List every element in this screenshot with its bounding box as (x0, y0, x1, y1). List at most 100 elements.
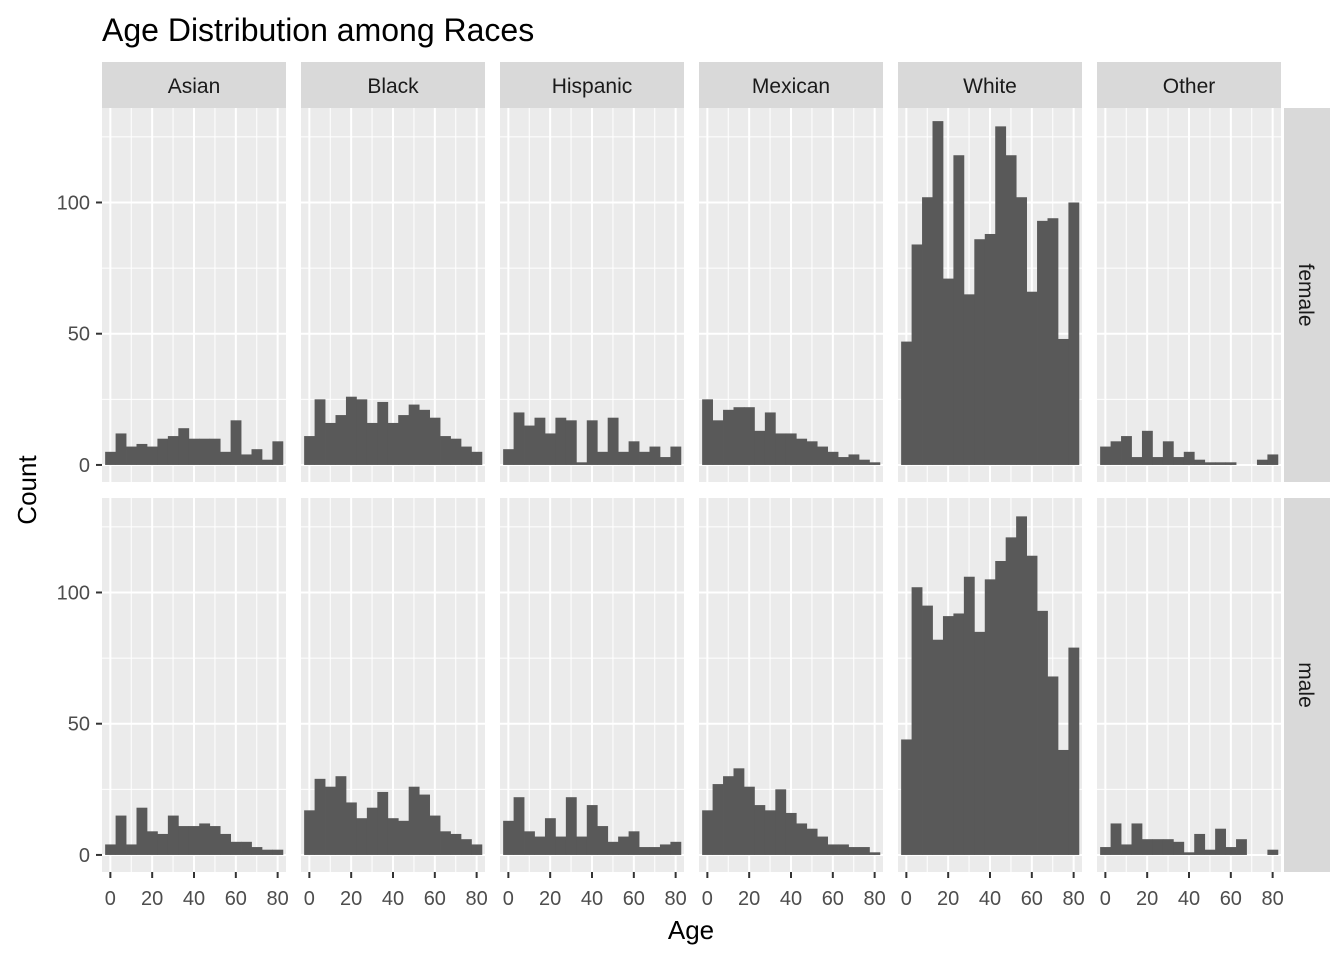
histogram-bar (702, 399, 713, 465)
histogram-bar (995, 126, 1007, 465)
x-tick-label: 0 (702, 888, 713, 910)
histogram-bar (659, 457, 671, 465)
histogram-bar (314, 399, 326, 465)
strip-bg-asian (102, 62, 286, 108)
histogram-bar (639, 451, 650, 465)
histogram-bar (460, 446, 472, 465)
histogram-bar (1194, 833, 1206, 855)
histogram-bar (146, 831, 158, 855)
histogram-bar (1047, 218, 1059, 465)
histogram-bar (1026, 555, 1038, 855)
histogram-bar (157, 438, 169, 465)
histogram-bar (188, 826, 200, 855)
histogram-bar (503, 820, 514, 855)
histogram-bar (1068, 647, 1080, 855)
histogram-bar (1037, 610, 1048, 855)
histogram-bar (126, 844, 137, 855)
x-tick-label: 40 (183, 888, 205, 910)
x-tick-label: 0 (105, 888, 116, 910)
histogram-bar (838, 457, 849, 465)
histogram-bar (544, 433, 556, 465)
histogram-bar (1183, 852, 1195, 855)
histogram-bar (932, 639, 944, 855)
histogram-bar (408, 404, 420, 465)
histogram-bar (649, 847, 661, 855)
x-tick-label: 0 (901, 888, 912, 910)
histogram-bar (712, 420, 724, 465)
histogram-bar (1121, 844, 1132, 855)
strip-label-female: female (1294, 263, 1317, 326)
histogram-bar (230, 841, 242, 855)
x-tick-label: 60 (623, 888, 645, 910)
x-tick-label: 60 (822, 888, 844, 910)
histogram-bar (304, 810, 315, 855)
histogram-bar (471, 844, 483, 855)
histogram-bar (335, 776, 347, 855)
histogram-bar (440, 436, 451, 465)
histogram-bar (220, 833, 231, 855)
histogram-bar (251, 449, 263, 465)
histogram-bar (723, 409, 734, 465)
x-tick-label: 80 (267, 888, 289, 910)
histogram-bar (1152, 457, 1164, 465)
histogram-bar (785, 812, 797, 855)
histogram-bar (1225, 462, 1237, 465)
histogram-bar (1068, 202, 1080, 465)
histogram-bar (419, 409, 430, 465)
histogram-bar (429, 417, 441, 465)
histogram-bar (115, 433, 127, 465)
histogram-bar (1173, 841, 1185, 855)
histogram-bar (639, 847, 650, 855)
histogram-bar (1131, 823, 1143, 855)
histogram-bar (345, 396, 357, 465)
histogram-bar (460, 839, 472, 855)
strip-label-male: male (1294, 662, 1317, 708)
histogram-bar (261, 459, 273, 465)
histogram-bar (419, 794, 430, 855)
strip-bg-hispanic (500, 62, 684, 108)
histogram-bar (1005, 155, 1017, 465)
histogram-bar (335, 415, 347, 465)
histogram-bar (241, 841, 252, 855)
histogram-bar (157, 833, 169, 855)
histogram-bar (607, 417, 619, 465)
histogram-bar (670, 446, 682, 465)
histogram-bar (576, 462, 588, 465)
x-tick-label: 60 (1021, 888, 1043, 910)
histogram-bar (775, 789, 787, 855)
histogram-bar (188, 438, 200, 465)
histogram-bar (178, 428, 190, 465)
histogram-bar (974, 239, 986, 465)
x-tick-label: 60 (1220, 888, 1242, 910)
histogram-bar (513, 412, 525, 465)
histogram-bar (618, 836, 629, 855)
chart-title: Age Distribution among Races (102, 12, 534, 48)
histogram-bar (524, 425, 535, 465)
histogram-bar (1173, 457, 1185, 465)
x-tick-label: 20 (738, 888, 760, 910)
strip-bg-female (1284, 108, 1330, 482)
histogram-bar (1131, 457, 1143, 465)
histogram-bar (565, 797, 577, 855)
x-tick-label: 80 (665, 888, 687, 910)
histogram-bar (1141, 430, 1153, 465)
x-tick-label: 20 (141, 888, 163, 910)
histogram-bar (555, 417, 567, 465)
histogram-bar (723, 776, 734, 855)
histogram-bar (146, 446, 158, 465)
strip-label-white: White (963, 75, 1017, 98)
histogram-bar (953, 613, 965, 855)
histogram-bar (764, 412, 776, 465)
y-tick-label: 50 (68, 714, 90, 736)
histogram-bar (178, 826, 190, 855)
histogram-bar (618, 451, 629, 465)
histogram-bar (670, 841, 682, 855)
histogram-bar (702, 810, 713, 855)
strip-label-mexican: Mexican (752, 75, 830, 98)
x-tick-label: 60 (225, 888, 247, 910)
histogram-bar (733, 407, 745, 465)
x-tick-label: 80 (1063, 888, 1085, 910)
histogram-bar (1204, 849, 1216, 855)
x-tick-label: 0 (1100, 888, 1111, 910)
histogram-bar (806, 441, 818, 465)
